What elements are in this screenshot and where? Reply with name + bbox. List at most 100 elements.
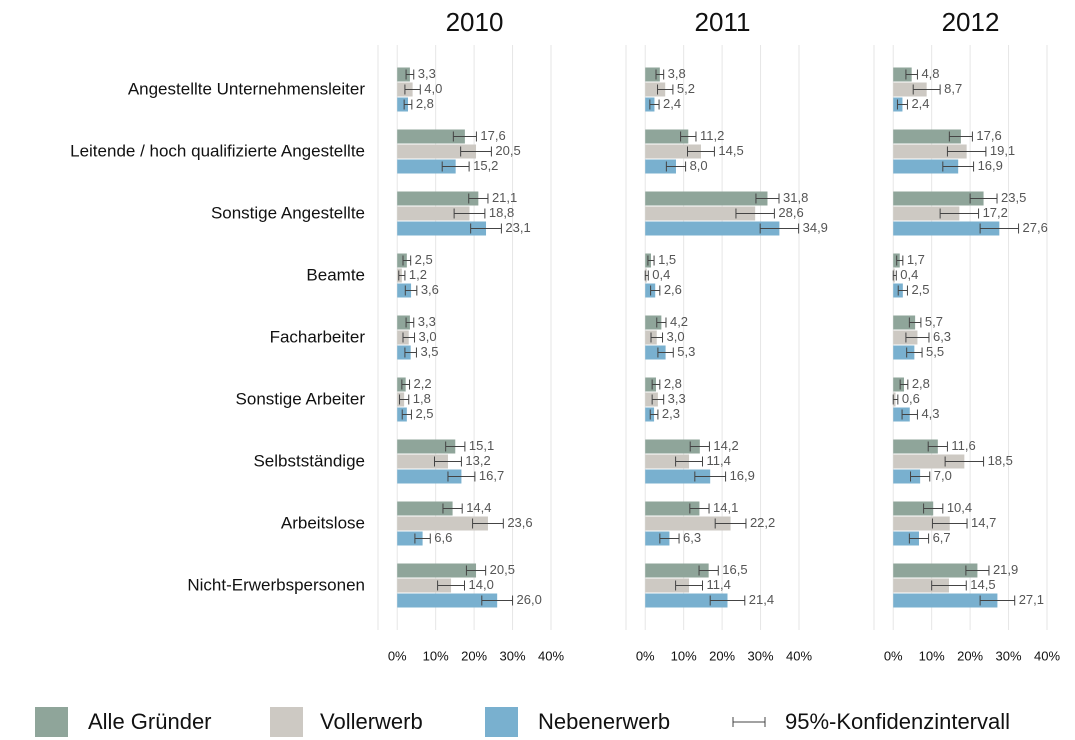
bar [397, 563, 477, 578]
value-label: 2,6 [664, 282, 682, 297]
value-label: 17,2 [983, 205, 1008, 220]
category-label: Leitende / hoch qualifizierte Angestellt… [70, 141, 365, 160]
error-bar [398, 270, 406, 281]
value-label: 8,7 [944, 81, 962, 96]
legend-swatch [270, 707, 303, 737]
x-tick-label: 30% [748, 648, 774, 663]
error-bar [657, 84, 674, 95]
bar [893, 82, 927, 97]
bar [893, 593, 998, 608]
error-bar [892, 394, 899, 405]
error-bar [979, 595, 1016, 606]
x-tick-label: 0% [884, 648, 903, 663]
bar [397, 159, 456, 174]
value-label: 11,6 [951, 438, 975, 453]
value-label: 31,8 [783, 190, 808, 205]
value-label: 3,0 [667, 329, 685, 344]
bar [397, 345, 411, 360]
error-bar [680, 131, 697, 142]
x-tick-label: 0% [636, 648, 655, 663]
error-bar [447, 471, 476, 482]
bar [645, 407, 655, 422]
x-tick-label: 10% [671, 648, 697, 663]
value-label: 23,5 [1001, 190, 1026, 205]
value-label: 34,9 [803, 220, 828, 235]
value-label: 5,5 [926, 344, 944, 359]
error-bar [675, 456, 704, 467]
error-bar [644, 270, 649, 281]
value-label: 21,1 [492, 190, 517, 205]
error-bar [405, 317, 415, 328]
value-label: 4,0 [424, 81, 442, 96]
value-label: 0,6 [902, 391, 920, 406]
error-bar [472, 518, 504, 529]
error-bar [897, 285, 908, 296]
error-bar [402, 332, 416, 343]
legend-label: Alle Gründer [88, 709, 212, 734]
error-bar [656, 317, 667, 328]
bar [645, 469, 711, 484]
value-label: 17,6 [976, 128, 1001, 143]
error-bar [404, 285, 418, 296]
value-label: 14,0 [469, 577, 494, 592]
bar [645, 82, 666, 97]
value-label: 2,8 [664, 376, 682, 391]
error-bar [946, 146, 987, 157]
bar [645, 191, 768, 206]
x-tick-label: 40% [1034, 648, 1060, 663]
bar [893, 67, 912, 82]
value-label: 20,5 [490, 562, 515, 577]
value-label: 4,8 [921, 66, 939, 81]
bar [893, 144, 967, 159]
error-bar [460, 146, 492, 157]
value-label: 16,7 [479, 468, 504, 483]
value-label: 2,5 [415, 252, 433, 267]
value-label: 5,7 [925, 314, 943, 329]
error-bar [453, 208, 486, 219]
value-label: 14,5 [970, 577, 995, 592]
legend-label: 95%-Konfidenzintervall [785, 709, 1010, 734]
bar [645, 531, 670, 546]
error-bar [470, 223, 502, 234]
bar [893, 191, 984, 206]
bar [893, 563, 978, 578]
error-bar [905, 69, 918, 80]
error-bar [441, 161, 470, 172]
error-bar [465, 565, 487, 576]
value-label: 4,3 [921, 406, 939, 421]
error-bar [923, 503, 944, 514]
value-label: 28,6 [778, 205, 803, 220]
value-label: 14,5 [718, 143, 743, 158]
error-bar [404, 84, 421, 95]
error-bar [649, 99, 660, 110]
value-label: 3,3 [418, 314, 436, 329]
value-label: 3,6 [421, 282, 439, 297]
value-label: 18,5 [988, 453, 1013, 468]
value-label: 0,4 [900, 267, 918, 282]
value-label: 17,6 [480, 128, 505, 143]
bar [645, 129, 689, 144]
value-label: 14,2 [713, 438, 738, 453]
value-label: 6,6 [434, 530, 452, 545]
bar [893, 159, 959, 174]
x-tick-label: 10% [919, 648, 945, 663]
error-bar [445, 441, 466, 452]
value-label: 8,0 [690, 158, 708, 173]
value-label: 1,5 [658, 252, 676, 267]
error-bar [650, 285, 661, 296]
bar [893, 439, 938, 454]
value-label: 2,4 [663, 96, 681, 111]
error-bar [931, 580, 967, 591]
x-tick-label: 20% [709, 648, 735, 663]
value-label: 0,4 [652, 267, 670, 282]
error-bar [659, 533, 680, 544]
bar [397, 67, 410, 82]
error-bar [434, 456, 462, 467]
x-tick-label: 30% [996, 648, 1022, 663]
bar [645, 206, 756, 221]
error-bar [709, 595, 746, 606]
error-bar [694, 471, 727, 482]
error-bar [689, 441, 710, 452]
value-label: 3,8 [668, 66, 686, 81]
value-label: 2,8 [416, 96, 434, 111]
